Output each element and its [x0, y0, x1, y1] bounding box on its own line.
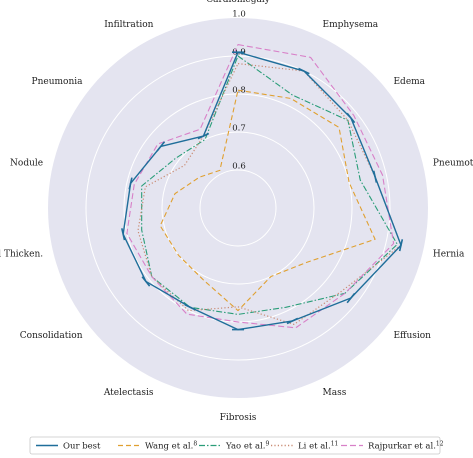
- error-bar: [286, 317, 299, 325]
- radial-tick-label: 0.7: [232, 124, 246, 134]
- error-bar: [184, 303, 196, 311]
- category-label: Effusion: [393, 331, 431, 341]
- legend-label-text: Yao et al.: [225, 442, 265, 452]
- legend-box: [29, 436, 441, 455]
- error-bar: [141, 276, 151, 287]
- category-label: Pleural Thicken.: [0, 249, 43, 259]
- legend-label-citation: 12: [436, 441, 444, 448]
- legend-label-text: Wang et al.: [145, 442, 193, 452]
- category-label: Mass: [323, 388, 347, 398]
- category-label: Edema: [393, 77, 425, 87]
- legend-label-citation: 11: [331, 441, 339, 448]
- error-bar: [346, 292, 356, 304]
- category-label: Nodule: [10, 159, 43, 169]
- plot-background: [48, 18, 428, 398]
- category-label: Pneumonia: [32, 77, 84, 87]
- error-bar: [197, 132, 210, 140]
- category-label: Pneumothorax: [433, 159, 473, 169]
- category-label: Emphysema: [323, 20, 379, 30]
- legend-label: Rajpurkar et al.12: [368, 441, 444, 452]
- error-bar: [398, 239, 404, 252]
- error-bar: [372, 170, 378, 183]
- category-label: Hernia: [433, 249, 465, 259]
- series-line: [126, 44, 395, 329]
- category-label: Consolidation: [20, 331, 83, 341]
- error-bar: [346, 112, 356, 124]
- grid-circle: [199, 169, 277, 247]
- legend-label: Our best: [63, 442, 101, 452]
- legend-label: Li et al.11: [298, 441, 338, 452]
- legend-label: Yao et al.9: [225, 441, 269, 452]
- category-label: Atelectasis: [103, 388, 154, 398]
- category-label: Infiltration: [104, 20, 153, 30]
- error-bar: [128, 177, 133, 190]
- legend-label-text: Our best: [63, 442, 101, 452]
- category-label: Cardiomegaly: [206, 0, 270, 5]
- radial-tick-label: 0.6: [232, 162, 246, 172]
- series-line: [159, 89, 376, 312]
- grid-circle: [161, 131, 315, 285]
- error-bar: [298, 67, 310, 75]
- radial-tick-label: 1.0: [232, 10, 246, 20]
- category-label: Fibrosis: [220, 413, 257, 423]
- legend-label-citation: 8: [193, 441, 197, 448]
- error-bar: [156, 141, 166, 152]
- legend-label-text: Rajpurkar et al.: [368, 442, 436, 452]
- legend-label: Wang et al.8: [145, 441, 197, 452]
- legend-label-citation: 9: [265, 441, 269, 448]
- series-line: [137, 63, 402, 326]
- error-bar: [121, 228, 126, 241]
- legend-label-text: Li et al.: [298, 442, 331, 452]
